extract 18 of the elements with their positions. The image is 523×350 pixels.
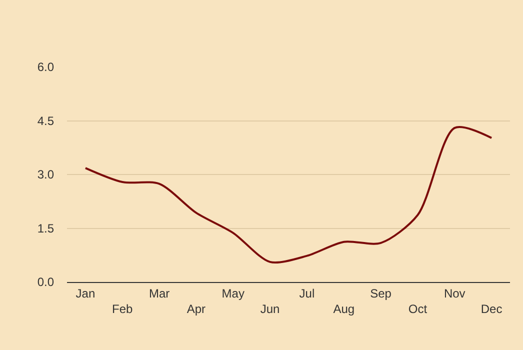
- x-tick-label: Oct: [408, 302, 428, 316]
- line-series: [84, 126, 493, 264]
- x-tick-label: May: [222, 286, 244, 300]
- x-tick-label: Aug: [333, 302, 355, 316]
- y-tick-label: 3.0: [37, 168, 54, 182]
- x-tick-label: Jun: [260, 302, 280, 316]
- x-tick-label: Mar: [148, 286, 170, 300]
- y-tick-label: 6.0: [37, 60, 54, 74]
- x-tick-label: Apr: [186, 302, 206, 316]
- x-tick-label: Jul: [299, 286, 315, 300]
- x-tick-label: Dec: [480, 302, 502, 316]
- x-tick-label: Jan: [76, 286, 96, 300]
- x-tick-label: Feb: [112, 302, 134, 316]
- x-tick-label: Sep: [370, 286, 392, 300]
- y-tick-label: 1.5: [37, 221, 54, 236]
- x-tick-label: Nov: [444, 286, 466, 300]
- y-tick-label: 4.5: [37, 114, 54, 128]
- y-tick-label: 0.0: [37, 275, 54, 290]
